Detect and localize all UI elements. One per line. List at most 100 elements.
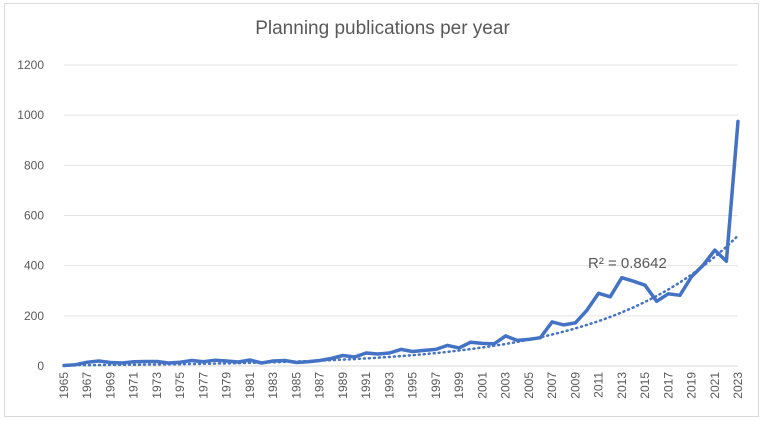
data-point-1985 bbox=[294, 361, 298, 364]
chart-frame bbox=[4, 3, 759, 417]
x-tick-label-1989: 1989 bbox=[336, 372, 350, 399]
x-tick-label-2015: 2015 bbox=[638, 372, 652, 399]
x-tick-label-1999: 1999 bbox=[452, 372, 466, 399]
data-point-2003 bbox=[504, 334, 508, 338]
data-point-2021 bbox=[713, 248, 717, 252]
x-tick-label-2017: 2017 bbox=[661, 372, 675, 399]
y-tick-label-1000: 1000 bbox=[17, 108, 44, 122]
data-point-1974 bbox=[167, 361, 171, 365]
data-point-2004 bbox=[515, 338, 519, 342]
x-tick-label-2013: 2013 bbox=[615, 372, 629, 399]
x-tick-label-2001: 2001 bbox=[475, 372, 489, 399]
data-point-2022 bbox=[724, 259, 728, 263]
data-point-1997 bbox=[434, 347, 438, 351]
r-squared-label: R² = 0.8642 bbox=[588, 255, 667, 272]
data-point-1978 bbox=[213, 358, 217, 362]
data-point-1993 bbox=[387, 351, 391, 355]
data-point-2001 bbox=[480, 341, 484, 345]
data-point-2010 bbox=[585, 308, 589, 312]
x-tick-label-1987: 1987 bbox=[313, 372, 327, 399]
data-point-1994 bbox=[399, 347, 403, 351]
data-point-2007 bbox=[550, 320, 554, 324]
data-point-1972 bbox=[143, 360, 147, 363]
y-tick-label-400: 400 bbox=[24, 259, 44, 273]
x-tick-label-2005: 2005 bbox=[522, 372, 536, 399]
data-point-2017 bbox=[666, 292, 670, 296]
data-point-1983 bbox=[271, 359, 275, 363]
data-point-2013 bbox=[620, 276, 624, 280]
data-point-2014 bbox=[631, 279, 635, 283]
data-point-2023 bbox=[736, 119, 740, 123]
x-tick-label-1975: 1975 bbox=[173, 372, 187, 399]
data-point-1984 bbox=[283, 359, 287, 362]
data-point-1979 bbox=[225, 359, 229, 363]
x-tick-label-1979: 1979 bbox=[220, 372, 234, 399]
data-point-1999 bbox=[457, 346, 461, 350]
x-tick-label-2021: 2021 bbox=[708, 372, 722, 399]
data-point-1971 bbox=[132, 360, 136, 364]
x-tick-label-1971: 1971 bbox=[127, 372, 141, 399]
data-point-2005 bbox=[527, 337, 531, 341]
x-tick-label-2009: 2009 bbox=[568, 372, 582, 399]
data-point-2015 bbox=[643, 283, 647, 287]
data-point-1982 bbox=[260, 361, 264, 365]
y-tick-label-1200: 1200 bbox=[17, 58, 44, 72]
y-tick-label-0: 0 bbox=[37, 359, 44, 373]
data-point-1991 bbox=[364, 351, 368, 355]
data-point-1967 bbox=[85, 360, 89, 364]
data-point-1980 bbox=[236, 360, 240, 364]
data-point-1988 bbox=[329, 357, 333, 360]
data-point-2006 bbox=[538, 336, 542, 340]
y-axis: 0 200 400 600 800 1000 1200 bbox=[17, 58, 44, 373]
x-tick-label-1981: 1981 bbox=[243, 372, 257, 399]
data-point-2019 bbox=[690, 275, 693, 279]
x-tick-label-1969: 1969 bbox=[103, 372, 117, 399]
x-tick-label-1965: 1965 bbox=[57, 372, 71, 399]
data-point-1968 bbox=[97, 359, 101, 363]
data-point-1965 bbox=[62, 364, 66, 367]
gridlines bbox=[64, 64, 738, 367]
y-tick-label-600: 600 bbox=[24, 209, 44, 223]
data-point-1998 bbox=[446, 343, 449, 347]
x-tick-label-1977: 1977 bbox=[196, 372, 210, 399]
data-point-1975 bbox=[178, 360, 182, 364]
x-tick-label-2007: 2007 bbox=[545, 372, 559, 399]
data-point-1996 bbox=[422, 348, 426, 352]
series-line-0 bbox=[62, 119, 740, 368]
x-tick-label-2023: 2023 bbox=[731, 372, 745, 399]
data-point-2016 bbox=[655, 299, 659, 303]
trendline bbox=[62, 234, 740, 367]
data-point-1966 bbox=[74, 363, 78, 367]
data-point-2009 bbox=[573, 321, 577, 325]
x-tick-label-2003: 2003 bbox=[499, 372, 513, 399]
x-tick-label-1985: 1985 bbox=[289, 372, 303, 399]
x-tick-label-2011: 2011 bbox=[592, 372, 606, 398]
data-point-2020 bbox=[701, 263, 705, 267]
y-tick-label-200: 200 bbox=[24, 309, 44, 323]
x-tick-label-1983: 1983 bbox=[266, 372, 280, 399]
x-tick-label-2019: 2019 bbox=[685, 372, 699, 399]
data-point-1973 bbox=[155, 360, 159, 363]
data-point-1989 bbox=[341, 354, 345, 357]
annotation-group: R² = 0.8642 bbox=[588, 255, 667, 272]
x-tick-label-1997: 1997 bbox=[429, 372, 443, 399]
data-point-1987 bbox=[318, 359, 322, 362]
x-tick-label-1993: 1993 bbox=[382, 372, 396, 399]
data-point-1981 bbox=[248, 358, 252, 362]
series-group bbox=[62, 119, 740, 368]
data-point-2000 bbox=[469, 340, 473, 344]
y-tick-label-800: 800 bbox=[24, 158, 44, 172]
data-point-1977 bbox=[201, 360, 205, 364]
data-point-1970 bbox=[120, 361, 124, 365]
data-point-2008 bbox=[562, 323, 566, 327]
x-tick-label-1995: 1995 bbox=[406, 372, 420, 399]
x-tick-label-1967: 1967 bbox=[80, 372, 94, 399]
chart-title: Planning publications per year bbox=[255, 18, 510, 39]
data-point-2011 bbox=[597, 291, 601, 295]
data-point-1990 bbox=[353, 355, 356, 359]
data-point-2012 bbox=[608, 295, 612, 299]
data-point-1976 bbox=[190, 359, 194, 362]
data-point-1986 bbox=[306, 360, 310, 364]
data-point-1995 bbox=[411, 350, 415, 353]
